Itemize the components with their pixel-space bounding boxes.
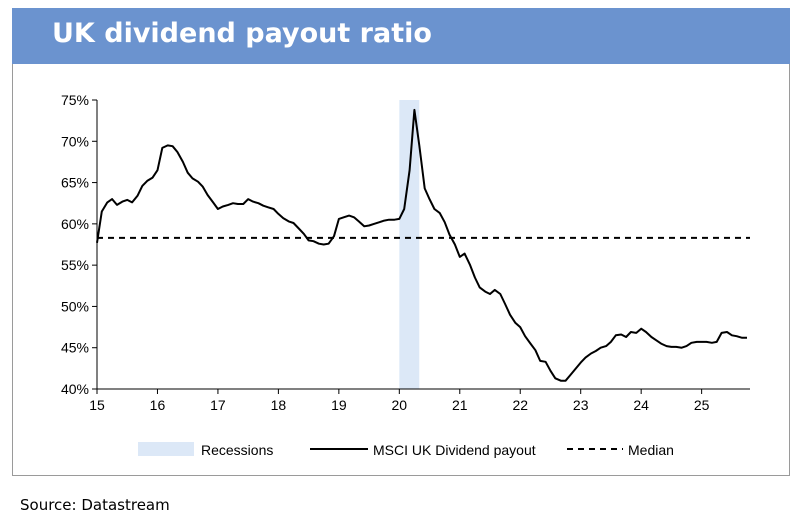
x-tick-label: 24 [633,397,649,413]
y-tick-label: 45% [61,340,89,356]
x-tick-label: 17 [210,397,226,413]
recession-layer [399,100,420,389]
y-tick-label: 40% [61,381,89,397]
y-tick-label: 65% [61,175,89,191]
title-bar: UK dividend payout ratio [12,8,790,64]
y-tick-label: 70% [61,133,89,149]
source-note: Source: Datastream [20,496,170,514]
legend: Recessions MSCI UK Dividend payout Media… [138,442,674,458]
legend-label-median: Median [628,442,674,458]
x-tick-label: 23 [573,397,589,413]
x-tick-label: 20 [392,397,408,413]
chart-svg: 40% 45% 50% 55% 60% 65% 70% 75% 15 16 17 18 19 20 21 22… [61,92,750,458]
legend-label-recessions: Recessions [201,442,273,458]
x-tick-label: 16 [150,397,166,413]
x-tick-label: 25 [694,397,710,413]
axes-layer: 40% 45% 50% 55% 60% 65% 70% 75% 15 16 17 18 19 20 21 22… [61,92,750,413]
x-tick-label: 22 [512,397,528,413]
y-tick-label: 75% [61,92,89,108]
x-tick-label: 21 [452,397,468,413]
x-tick-label: 19 [331,397,347,413]
chart-title: UK dividend payout ratio [52,18,432,49]
y-tick-label: 55% [61,257,89,273]
legend-label-payout: MSCI UK Dividend payout [373,442,536,458]
legend-swatch-recessions [138,442,194,456]
y-tick-label: 50% [61,298,89,314]
x-tick-label: 15 [89,397,105,413]
chart-frame [12,64,790,476]
y-tick-label: 60% [61,216,89,232]
series-layer [96,108,747,382]
recession-band [399,100,420,389]
x-tick-label: 18 [271,397,287,413]
series-line-msci-uk-dividend-payout [96,108,747,382]
